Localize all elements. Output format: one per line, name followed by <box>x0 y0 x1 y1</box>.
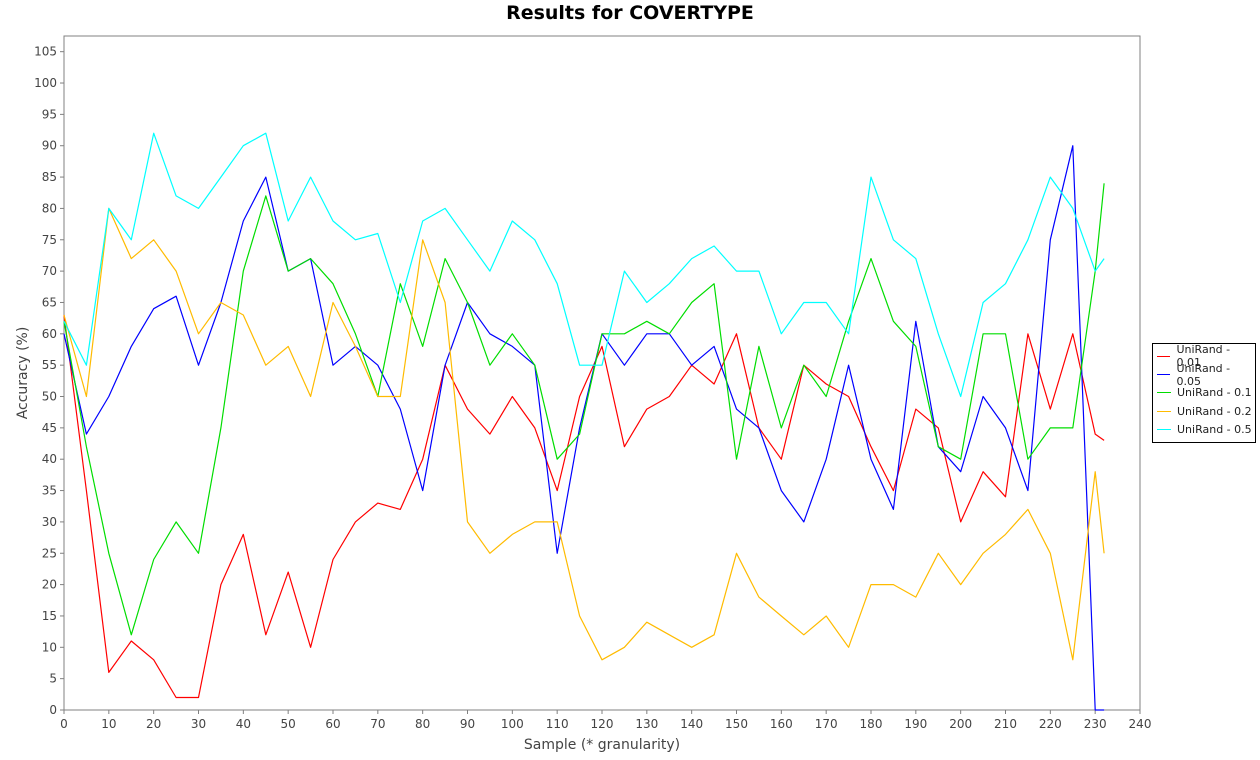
y-tick-label: 60 <box>42 327 57 341</box>
x-tick-label: 90 <box>460 717 475 731</box>
x-tick-label: 60 <box>325 717 340 731</box>
plot-area <box>63 35 1141 711</box>
x-tick-label: 240 <box>1129 717 1152 731</box>
y-tick-label: 85 <box>42 170 57 184</box>
legend-label: UniRand - 0.5 <box>1177 423 1252 437</box>
x-tick-label: 100 <box>501 717 524 731</box>
x-tick-label: 20 <box>146 717 161 731</box>
x-tick-label: 70 <box>370 717 385 731</box>
y-tick-label: 105 <box>34 45 57 59</box>
y-tick-label: 0 <box>49 703 57 717</box>
x-tick-label: 210 <box>994 717 1017 731</box>
legend-label: UniRand - 0.05 <box>1176 361 1231 388</box>
legend-swatch <box>1157 374 1171 376</box>
y-tick-label: 10 <box>42 640 57 654</box>
y-tick-label: 50 <box>42 390 57 404</box>
series-line <box>63 145 1105 711</box>
legend-swatch <box>1157 392 1171 394</box>
legend-swatch <box>1157 429 1171 431</box>
legend-swatch <box>1157 410 1171 412</box>
x-axis-label: Sample (* granularity) <box>524 737 680 753</box>
x-tick-label: 120 <box>591 717 614 731</box>
y-tick-label: 65 <box>42 295 57 309</box>
legend-item: UniRand - 0.01 <box>1153 343 1255 369</box>
chart-title: Results for COVERTYPE <box>506 2 754 24</box>
y-tick-label: 55 <box>42 358 57 372</box>
legend-swatch <box>1157 355 1171 357</box>
x-tick-label: 170 <box>815 717 838 731</box>
x-tick-label: 40 <box>236 717 251 731</box>
legend-label: UniRand - 0.1 <box>1177 386 1252 400</box>
x-tick-label: 10 <box>101 717 116 731</box>
y-tick-label: 95 <box>42 107 57 121</box>
legend-item: UniRand - 0.1 <box>1153 384 1255 402</box>
y-tick-label: 35 <box>42 484 57 498</box>
y-tick-label: 45 <box>42 421 57 435</box>
x-tick-label: 80 <box>415 717 430 731</box>
x-tick-label: 190 <box>904 717 927 731</box>
y-tick-label: 5 <box>49 672 57 686</box>
series-line <box>63 314 1105 699</box>
y-tick-label: 100 <box>34 76 57 90</box>
y-axis-label: Accuracy (%) <box>15 327 31 420</box>
legend-item: UniRand - 0.05 <box>1153 362 1255 388</box>
x-tick-label: 180 <box>860 717 883 731</box>
legend-item: UniRand - 0.5 <box>1153 421 1255 439</box>
series-line <box>63 132 1105 398</box>
legend-label: UniRand - 0.2 <box>1177 404 1252 418</box>
x-tick-label: 150 <box>725 717 748 731</box>
series-lines <box>63 132 1105 711</box>
x-tick-label: 50 <box>281 717 296 731</box>
y-tick-label: 90 <box>42 139 57 153</box>
x-tick-label: 220 <box>1039 717 1062 731</box>
x-tick-label: 230 <box>1084 717 1107 731</box>
legend-label: UniRand - 0.01 <box>1176 343 1231 370</box>
y-tick-label: 40 <box>42 452 57 466</box>
x-tick-label: 200 <box>949 717 972 731</box>
y-tick-label: 15 <box>42 609 57 623</box>
y-tick-label: 20 <box>42 578 57 592</box>
x-tick-label: 110 <box>546 717 569 731</box>
x-tick-label: 0 <box>60 717 68 731</box>
legend: UniRand - 0.01 UniRand - 0.05 UniRand - 0.… <box>1152 343 1256 443</box>
x-tick-label: 160 <box>770 717 793 731</box>
legend-item: UniRand - 0.2 <box>1153 402 1255 420</box>
y-tick-label: 70 <box>42 264 57 278</box>
x-tick-label: 140 <box>680 717 703 731</box>
x-tick-label: 130 <box>635 717 658 731</box>
y-tick-label: 30 <box>42 515 57 529</box>
y-tick-label: 25 <box>42 546 57 560</box>
x-tick-label: 30 <box>191 717 206 731</box>
y-tick-label: 75 <box>42 233 57 247</box>
series-line <box>63 207 1105 661</box>
axes: 0 10 20 30 40 50 60 70 80 90 100 110 120 130 140 150 160… <box>34 45 1151 731</box>
y-tick-label: 80 <box>42 201 57 215</box>
series-line <box>63 183 1105 636</box>
